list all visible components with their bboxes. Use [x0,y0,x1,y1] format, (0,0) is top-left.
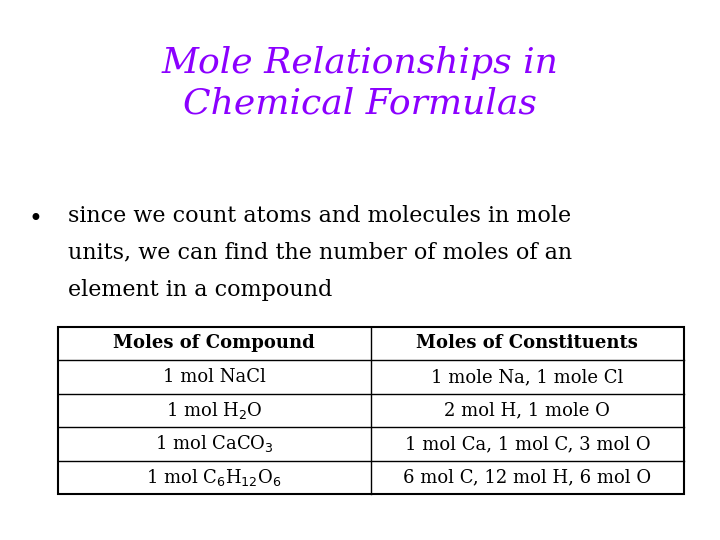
Text: 1 mol NaCl: 1 mol NaCl [163,368,266,386]
Text: •: • [29,208,42,231]
Text: 1 mol Ca, 1 mol C, 3 mol O: 1 mol Ca, 1 mol C, 3 mol O [405,435,650,453]
Text: Moles of Constituents: Moles of Constituents [416,334,639,353]
Text: Mole Relationships in
Chemical Formulas: Mole Relationships in Chemical Formulas [161,46,559,120]
Text: 6 mol C, 12 mol H, 6 mol O: 6 mol C, 12 mol H, 6 mol O [403,468,652,487]
Text: units, we can find the number of moles of an: units, we can find the number of moles o… [68,242,572,264]
Text: since we count atoms and molecules in mole: since we count atoms and molecules in mo… [68,205,572,227]
Bar [58,327,684,494]
Text: 1 mol C$_6$H$_{12}$O$_6$: 1 mol C$_6$H$_{12}$O$_6$ [146,467,282,488]
Text: 1 mol CaCO$_3$: 1 mol CaCO$_3$ [155,434,274,454]
Text: 1 mol H$_2$O: 1 mol H$_2$O [166,400,263,421]
Text: 2 mol H, 1 mole O: 2 mol H, 1 mole O [444,401,611,420]
Text: 1 mole Na, 1 mole Cl: 1 mole Na, 1 mole Cl [431,368,624,386]
Text: Moles of Compound: Moles of Compound [113,334,315,353]
Text: element in a compound: element in a compound [68,279,333,301]
